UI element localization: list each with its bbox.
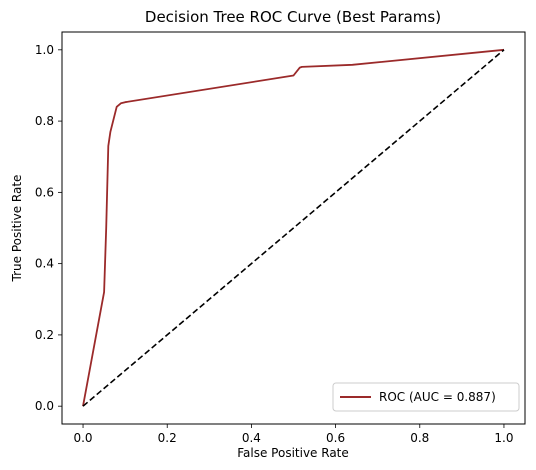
y-tick-label: 0.4	[35, 257, 54, 271]
y-axis-ticks: 0.0 0.2 0.4 0.6 0.8 1.0	[35, 43, 62, 413]
x-axis-ticks: 0.0 0.2 0.4 0.6 0.8 1.0	[73, 424, 513, 445]
y-tick-label: 0.8	[35, 114, 54, 128]
y-tick-label: 0.6	[35, 185, 54, 199]
y-tick-label: 0.2	[35, 328, 54, 342]
x-tick-label: 0.0	[73, 431, 92, 445]
series-layer	[83, 50, 504, 406]
y-tick-label: 0.0	[35, 399, 54, 413]
x-tick-label: 0.6	[326, 431, 345, 445]
chart-title: Decision Tree ROC Curve (Best Params)	[145, 8, 441, 26]
x-tick-label: 0.8	[410, 431, 429, 445]
legend: ROC (AUC = 0.887)	[333, 383, 519, 411]
x-axis-label: False Positive Rate	[237, 446, 349, 460]
x-tick-label: 0.2	[158, 431, 177, 445]
legend-roc-label: ROC (AUC = 0.887)	[379, 390, 496, 404]
plot-area	[62, 32, 525, 424]
x-tick-label: 0.4	[242, 431, 261, 445]
y-tick-label: 1.0	[35, 43, 54, 57]
chance-diagonal-line	[83, 50, 504, 406]
y-axis-label: True Positive Rate	[10, 175, 24, 283]
x-tick-label: 1.0	[494, 431, 513, 445]
